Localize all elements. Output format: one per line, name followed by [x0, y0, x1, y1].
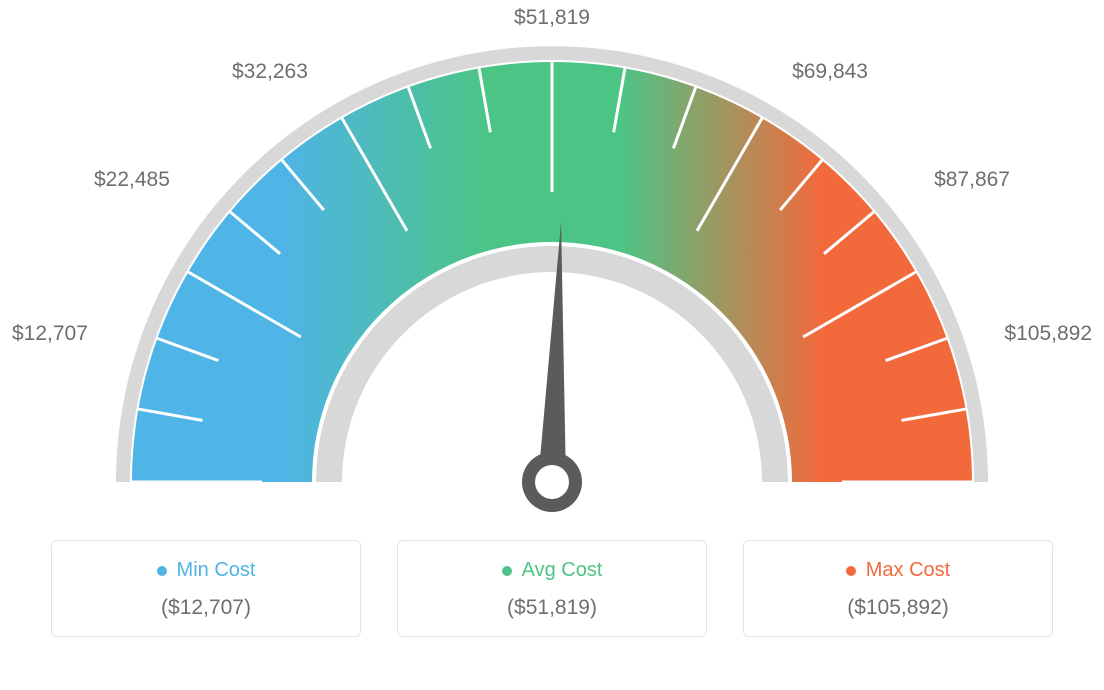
legend-card-max: Max Cost ($105,892)	[743, 540, 1053, 637]
gauge-chart: $12,707$22,485$32,263$51,819$69,843$87,8…	[0, 0, 1104, 540]
legend-value-max: ($105,892)	[754, 596, 1042, 620]
legend-title-min-text: Min Cost	[177, 559, 256, 582]
gauge-svg	[0, 0, 1104, 540]
legend-title-avg: Avg Cost	[502, 559, 603, 582]
dot-icon-min	[157, 566, 167, 576]
dot-icon-avg	[502, 566, 512, 576]
legend-value-avg: ($51,819)	[408, 596, 696, 620]
legend-row: Min Cost ($12,707) Avg Cost ($51,819) Ma…	[0, 540, 1104, 637]
legend-title-avg-text: Avg Cost	[522, 559, 603, 582]
legend-card-avg: Avg Cost ($51,819)	[397, 540, 707, 637]
legend-title-max-text: Max Cost	[866, 559, 950, 582]
dot-icon-max	[846, 566, 856, 576]
legend-title-min: Min Cost	[157, 559, 256, 582]
legend-title-max: Max Cost	[846, 559, 950, 582]
legend-value-min: ($12,707)	[62, 596, 350, 620]
legend-card-min: Min Cost ($12,707)	[51, 540, 361, 637]
